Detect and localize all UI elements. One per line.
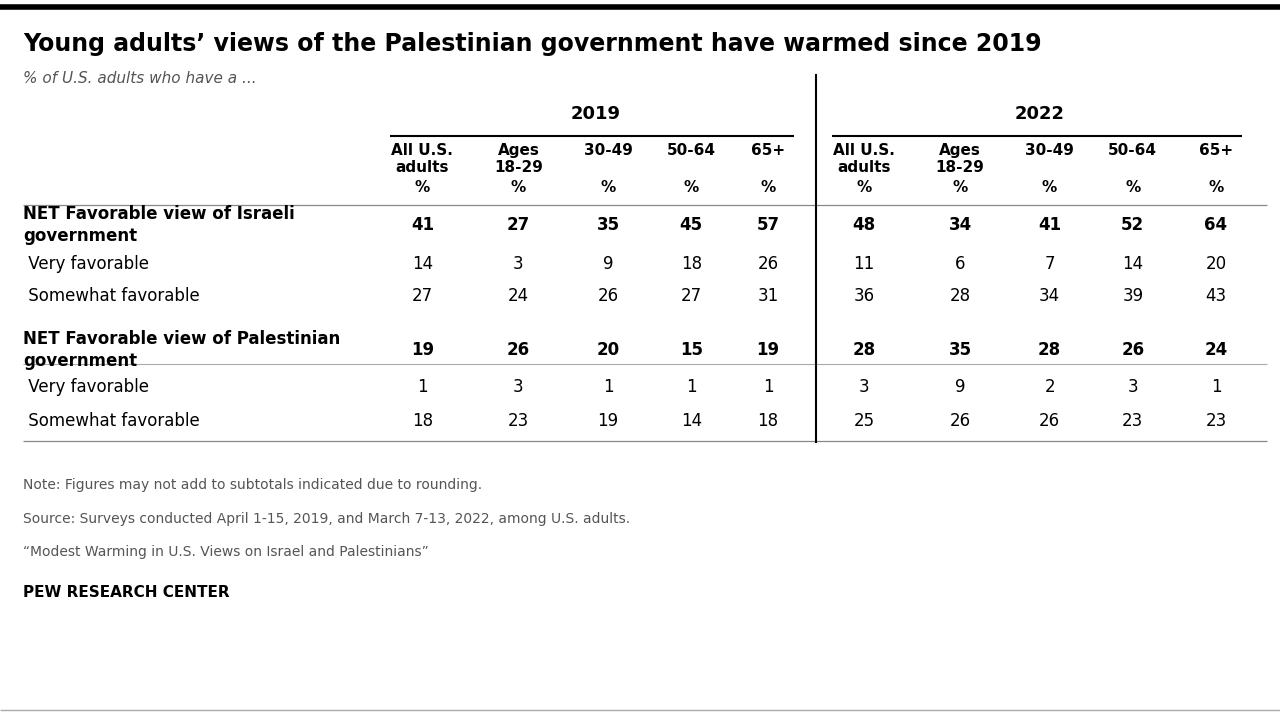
Text: 1: 1 — [763, 378, 773, 396]
Text: Somewhat favorable: Somewhat favorable — [23, 287, 200, 306]
Text: 23: 23 — [1123, 412, 1143, 431]
Text: %: % — [856, 179, 872, 195]
Text: 18: 18 — [758, 412, 778, 431]
Text: 34: 34 — [1039, 287, 1060, 306]
Text: 35: 35 — [948, 341, 972, 359]
Text: PEW RESEARCH CENTER: PEW RESEARCH CENTER — [23, 585, 229, 600]
Text: %: % — [684, 179, 699, 195]
Text: 24: 24 — [1204, 341, 1228, 359]
Text: 30-49: 30-49 — [584, 143, 632, 158]
Text: 26: 26 — [758, 255, 778, 273]
Text: 28: 28 — [950, 287, 970, 306]
Text: NET Favorable view of Palestinian
government: NET Favorable view of Palestinian govern… — [23, 330, 340, 370]
Text: “Modest Warming in U.S. Views on Israel and Palestinians”: “Modest Warming in U.S. Views on Israel … — [23, 545, 429, 560]
Text: 3: 3 — [1128, 378, 1138, 396]
Text: 34: 34 — [948, 216, 972, 234]
Text: Young adults’ views of the Palestinian government have warmed since 2019: Young adults’ views of the Palestinian g… — [23, 32, 1042, 56]
Text: All U.S.
adults: All U.S. adults — [833, 143, 895, 175]
Text: 65+: 65+ — [751, 143, 785, 158]
Text: 25: 25 — [854, 412, 874, 431]
Text: 41: 41 — [1038, 216, 1061, 234]
Text: 27: 27 — [507, 216, 530, 234]
Text: 41: 41 — [411, 216, 434, 234]
Text: 26: 26 — [950, 412, 970, 431]
Text: 26: 26 — [598, 287, 618, 306]
Text: 26: 26 — [1039, 412, 1060, 431]
Text: 30-49: 30-49 — [1025, 143, 1074, 158]
Text: 3: 3 — [513, 255, 524, 273]
Text: %: % — [1208, 179, 1224, 195]
Text: 20: 20 — [1206, 255, 1226, 273]
Text: 45: 45 — [680, 216, 703, 234]
Text: 35: 35 — [596, 216, 620, 234]
Text: 26: 26 — [507, 341, 530, 359]
Text: 14: 14 — [1123, 255, 1143, 273]
Text: 11: 11 — [854, 255, 874, 273]
Text: 52: 52 — [1121, 216, 1144, 234]
Text: 50-64: 50-64 — [1108, 143, 1157, 158]
Text: 1: 1 — [686, 378, 696, 396]
Text: 65+: 65+ — [1199, 143, 1233, 158]
Text: Somewhat favorable: Somewhat favorable — [23, 412, 200, 431]
Text: 3: 3 — [513, 378, 524, 396]
Text: 2019: 2019 — [570, 105, 621, 124]
Text: 39: 39 — [1123, 287, 1143, 306]
Text: 28: 28 — [852, 341, 876, 359]
Text: Note: Figures may not add to subtotals indicated due to rounding.: Note: Figures may not add to subtotals i… — [23, 478, 483, 493]
Text: 2022: 2022 — [1015, 105, 1065, 124]
Text: All U.S.
adults: All U.S. adults — [392, 143, 453, 175]
Text: 24: 24 — [508, 287, 529, 306]
Text: 57: 57 — [756, 216, 780, 234]
Text: 2: 2 — [1044, 378, 1055, 396]
Text: 27: 27 — [412, 287, 433, 306]
Text: %: % — [415, 179, 430, 195]
Text: 27: 27 — [681, 287, 701, 306]
Text: 48: 48 — [852, 216, 876, 234]
Text: 20: 20 — [596, 341, 620, 359]
Text: 19: 19 — [598, 412, 618, 431]
Text: 6: 6 — [955, 255, 965, 273]
Text: NET Favorable view of Israeli
government: NET Favorable view of Israeli government — [23, 205, 294, 245]
Text: % of U.S. adults who have a ...: % of U.S. adults who have a ... — [23, 71, 257, 86]
Text: 50-64: 50-64 — [667, 143, 716, 158]
Text: 18: 18 — [412, 412, 433, 431]
Text: Source: Surveys conducted April 1-15, 2019, and March 7-13, 2022, among U.S. adu: Source: Surveys conducted April 1-15, 20… — [23, 512, 630, 526]
Text: 9: 9 — [955, 378, 965, 396]
Text: %: % — [1125, 179, 1140, 195]
Text: Ages
18-29: Ages 18-29 — [936, 143, 984, 175]
Text: %: % — [511, 179, 526, 195]
Text: 3: 3 — [859, 378, 869, 396]
Text: %: % — [600, 179, 616, 195]
Text: 1: 1 — [603, 378, 613, 396]
Text: %: % — [952, 179, 968, 195]
Text: Very favorable: Very favorable — [23, 255, 148, 273]
Text: %: % — [760, 179, 776, 195]
Text: 18: 18 — [681, 255, 701, 273]
Text: 7: 7 — [1044, 255, 1055, 273]
Text: 23: 23 — [508, 412, 529, 431]
Text: 36: 36 — [854, 287, 874, 306]
Text: Ages
18-29: Ages 18-29 — [494, 143, 543, 175]
Text: 31: 31 — [758, 287, 778, 306]
Text: 26: 26 — [1121, 341, 1144, 359]
Text: 15: 15 — [680, 341, 703, 359]
Text: 19: 19 — [411, 341, 434, 359]
Text: 14: 14 — [681, 412, 701, 431]
Text: 23: 23 — [1206, 412, 1226, 431]
Text: 9: 9 — [603, 255, 613, 273]
Text: %: % — [1042, 179, 1057, 195]
Text: Very favorable: Very favorable — [23, 378, 148, 396]
Text: 14: 14 — [412, 255, 433, 273]
Text: 1: 1 — [417, 378, 428, 396]
Text: 19: 19 — [756, 341, 780, 359]
Text: 28: 28 — [1038, 341, 1061, 359]
Text: 1: 1 — [1211, 378, 1221, 396]
Text: 64: 64 — [1204, 216, 1228, 234]
Text: 43: 43 — [1206, 287, 1226, 306]
